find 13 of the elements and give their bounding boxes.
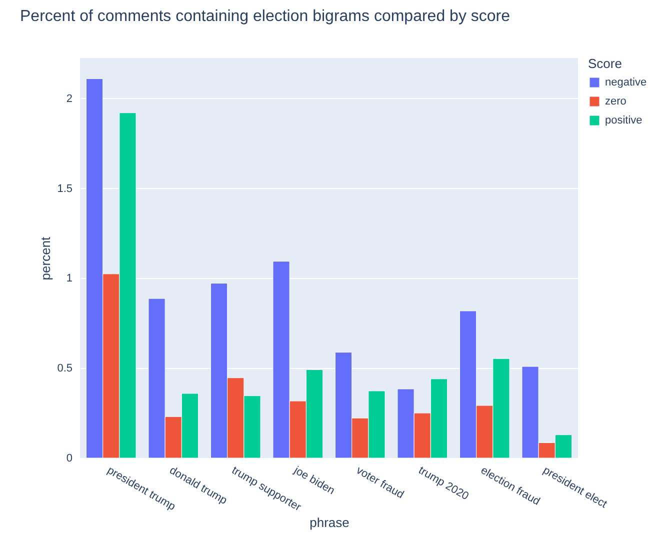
x-tick-label: voter fraud — [354, 464, 406, 502]
y-tick-label: 0 — [66, 452, 72, 464]
y-tick-label: 1 — [66, 272, 72, 285]
y-tick-label: 1.5 — [57, 182, 72, 195]
y-tick-label: 2 — [66, 92, 72, 105]
y-axis-title: percent — [38, 236, 54, 280]
legend-title: Score — [588, 56, 622, 71]
legend-label: negative — [605, 76, 647, 88]
y-tick-label: 0.5 — [57, 362, 72, 375]
legend-label: zero — [605, 96, 626, 108]
chart-title: Percent of comments containing election bigrams compared by score — [20, 8, 510, 25]
legend-label: positive — [605, 114, 642, 126]
x-axis-title: phrase — [310, 514, 350, 530]
